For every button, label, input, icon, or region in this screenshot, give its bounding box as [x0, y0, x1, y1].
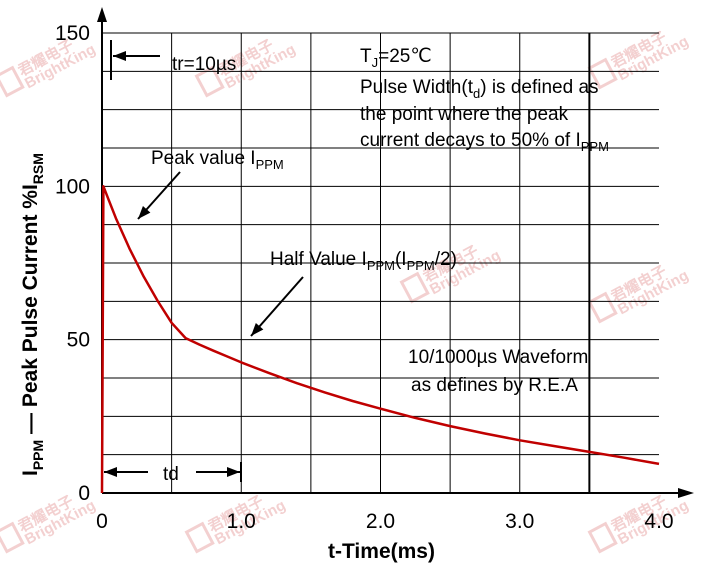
tr-label: tr=10µs: [172, 54, 236, 75]
watermark-logo: [184, 521, 215, 554]
watermark-logo: [0, 521, 25, 554]
annotation-arrows: [104, 40, 304, 482]
watermark-logo: [0, 65, 25, 98]
x-tick-label: 0: [96, 510, 108, 533]
x-tick-label: 3.0: [505, 510, 534, 533]
tr-arrow-head: [113, 51, 126, 61]
tj-label: TJ=25℃: [360, 46, 432, 70]
watermark-logo: [194, 65, 225, 98]
x-tick-label: 2.0: [366, 510, 395, 533]
grid: [102, 32, 659, 493]
y-axis-title: IPPM — Peak Pulse Current %IRSM: [19, 153, 46, 476]
pulse-width-line-2: the point where the peak: [360, 104, 569, 125]
series-line: [100, 185, 660, 494]
y-tick-label: 0: [78, 482, 90, 505]
half-arrow-head: [251, 322, 264, 336]
x-tick-label: 4.0: [644, 510, 673, 533]
pulse-width-line-1: Pulse Width(td) is defined as: [360, 77, 599, 101]
y-axis-arrowhead: [97, 7, 107, 22]
peak-value-label: Peak value IPPM: [151, 148, 284, 172]
y-tick-label: 150: [55, 22, 90, 45]
td-arrow-right-head: [227, 467, 240, 477]
half-arrow: [250, 276, 304, 337]
series-layer: [100, 185, 660, 494]
tick-labels: 0 1.0 2.0 3.0 4.0 0 50 100 150: [55, 22, 674, 533]
watermark-logo: [587, 291, 618, 324]
waveform-label-2: as defines by R.E.A: [411, 375, 578, 396]
x-tick-label: 1.0: [227, 510, 256, 533]
td-arrow-left-head: [104, 467, 117, 477]
watermark-logo: [587, 57, 618, 90]
half-value-label: Half Value IPPM(IPPM/2): [270, 249, 457, 273]
watermark-logo: [399, 271, 430, 304]
y-tick-label: 50: [67, 329, 90, 352]
pulse-width-line-3: current decays to 50% of IPPM: [360, 130, 609, 154]
x-axis-title: t-Time(ms): [328, 540, 435, 563]
waveform-label-1: 10/1000µs Waveform: [408, 347, 588, 368]
td-label: td: [163, 464, 179, 485]
y-tick-label: 100: [55, 175, 90, 198]
watermark-logo: [587, 521, 618, 554]
x-axis-arrowhead: [678, 488, 694, 498]
peak-arrow-head: [138, 205, 151, 219]
